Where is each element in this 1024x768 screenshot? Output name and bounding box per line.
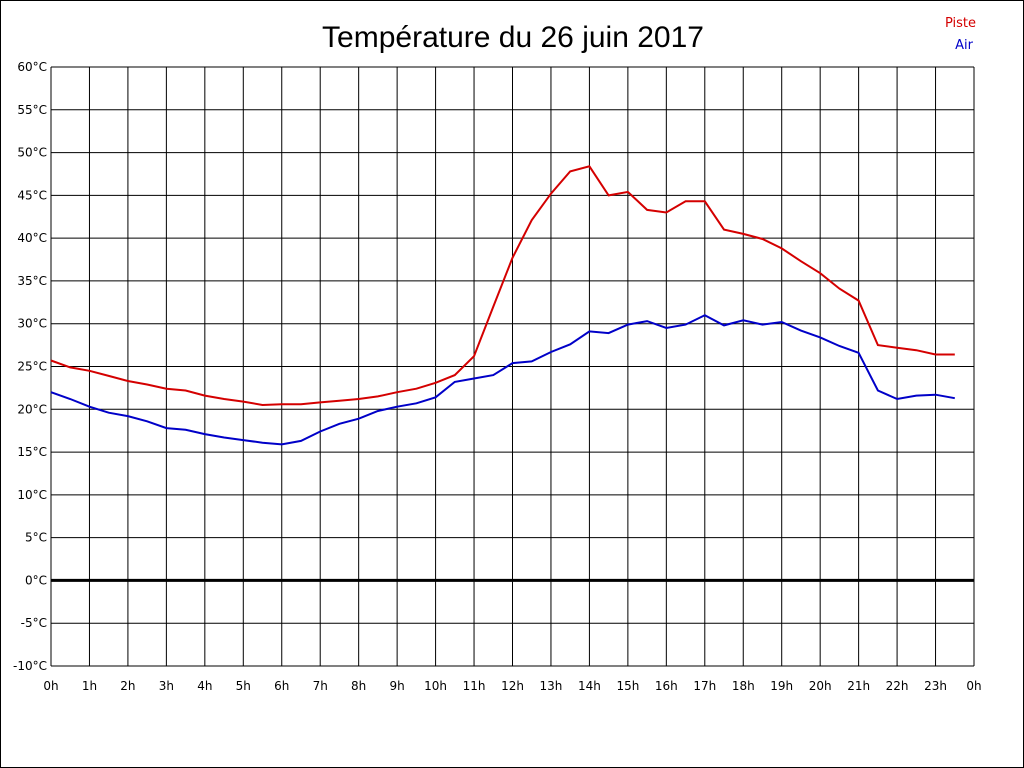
x-tick-label: 9h: [390, 679, 405, 693]
y-tick-label: 25°C: [17, 360, 47, 374]
y-tick-label: -5°C: [21, 616, 47, 630]
legend: Piste Air: [945, 16, 976, 53]
x-tick-label: 20h: [809, 679, 832, 693]
x-tick-label: 15h: [616, 679, 639, 693]
x-tick-label: 23h: [924, 679, 947, 693]
legend-entry-air: Air: [955, 38, 974, 53]
y-tick-label: 60°C: [17, 60, 47, 74]
y-tick-label: 35°C: [17, 274, 47, 288]
y-tick-label: 50°C: [17, 146, 47, 160]
x-tick-label: 0h: [43, 679, 58, 693]
x-tick-label: 19h: [770, 679, 793, 693]
x-tick-label: 1h: [82, 679, 97, 693]
x-tick-label: 8h: [351, 679, 366, 693]
chart-title: Température du 26 juin 2017: [322, 21, 704, 54]
grid: [50, 66, 975, 667]
series-line-piste: [50, 165, 955, 407]
y-tick-label: 55°C: [17, 103, 47, 117]
x-tick-label: 5h: [236, 679, 251, 693]
y-tick-label: 20°C: [17, 402, 47, 416]
y-tick-label: 45°C: [17, 188, 47, 202]
x-tick-label: 2h: [120, 679, 135, 693]
y-tick-label: 10°C: [17, 488, 47, 502]
y-tick-label: 15°C: [17, 445, 47, 459]
x-tick-label: 17h: [693, 679, 716, 693]
y-tick-label: 5°C: [25, 531, 47, 545]
x-tick-label: 12h: [501, 679, 524, 693]
y-axis-ticks: 60°C 55°C 50°C 45°C 40°C 35°C 30°C 25°C 20°C 15°C…: [13, 60, 47, 673]
x-axis-ticks: 0h 1h 2h 3h 4h 5h 6h 7h 8h 9h 10h 11h 12h 13h 14h 15h 16…: [43, 679, 981, 693]
x-tick-label: 3h: [159, 679, 174, 693]
x-tick-label: 4h: [197, 679, 212, 693]
y-tick-label: 40°C: [17, 231, 47, 245]
series-line-air: [50, 314, 955, 446]
series-lines: [50, 165, 955, 446]
x-tick-label: 16h: [655, 679, 678, 693]
x-tick-label: 22h: [886, 679, 909, 693]
x-tick-label: 21h: [847, 679, 870, 693]
x-tick-label: 0h: [966, 679, 981, 693]
x-tick-label: 13h: [540, 679, 563, 693]
x-tick-label: 6h: [274, 679, 289, 693]
legend-entry-piste: Piste: [945, 16, 976, 31]
y-tick-label: -10°C: [13, 659, 47, 673]
x-tick-label: 7h: [313, 679, 328, 693]
y-tick-label: 0°C: [25, 573, 47, 587]
x-tick-label: 10h: [424, 679, 447, 693]
x-tick-label: 18h: [732, 679, 755, 693]
y-tick-label: 30°C: [17, 317, 47, 331]
x-tick-label: 14h: [578, 679, 601, 693]
x-tick-label: 11h: [463, 679, 486, 693]
